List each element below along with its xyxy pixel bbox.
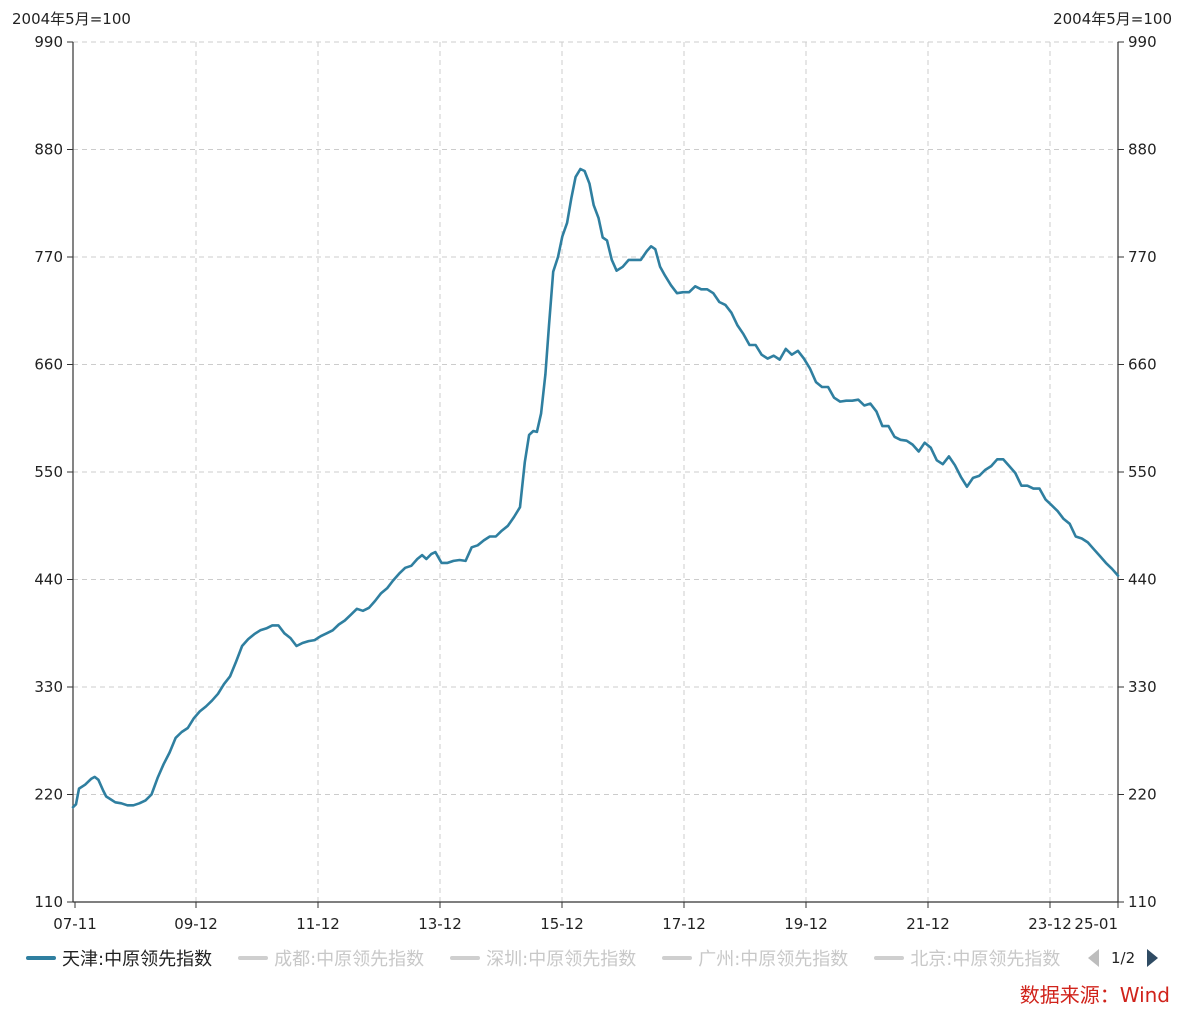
x-tick-label: 25-01	[1074, 915, 1118, 933]
line-chart: 110 220 330 440 550 660 770 880 990 110 220 330 440…	[34, 33, 1157, 933]
y-right-tick-label: 990	[1128, 33, 1157, 51]
legend-label-beijing: 北京:中原领先指数	[910, 949, 1061, 970]
legend-pager: 1/2	[1088, 944, 1159, 972]
legend: 天津:中原领先指数 成都:中原领先指数 深圳:中原领先指数 广州:中原领先指数 …	[26, 944, 1086, 972]
y-right-tick-label: 220	[1128, 786, 1157, 804]
x-tick-label: 09-12	[174, 915, 218, 933]
x-tick-label: 19-12	[784, 915, 828, 933]
y-right-tick-label: 440	[1128, 571, 1157, 589]
y-left-tick-label: 550	[34, 463, 63, 481]
legend-item-beijing[interactable]: 北京:中原领先指数	[874, 945, 1060, 971]
legend-item-guangzhou[interactable]: 广州:中原领先指数	[662, 945, 848, 971]
legend-swatch-shenzhen	[450, 956, 481, 960]
x-tick-label: 13-12	[418, 915, 462, 933]
legend-swatch-chengdu	[238, 956, 269, 960]
legend-swatch-guangzhou	[662, 956, 693, 960]
x-tick-label: 21-12	[906, 915, 950, 933]
x-tick-label: 15-12	[540, 915, 584, 933]
y-left-tick-label: 440	[34, 571, 63, 589]
legend-label-guangzhou: 广州:中原领先指数	[698, 949, 849, 970]
y-right-tick-label: 110	[1128, 893, 1157, 911]
legend-item-tianjin[interactable]: 天津:中原领先指数	[26, 945, 212, 971]
y-left-tick-label: 110	[34, 893, 63, 911]
series-line-tianjin	[71, 167, 1120, 809]
y-axis-right-ticks: 110 220 330 440 550 660 770 880 990	[1118, 33, 1157, 911]
y-left-tick-label: 660	[34, 356, 63, 374]
x-axis-ticks: 07-11 09-12 11-12 13-12 15-12 17-12 19-12 21-12…	[53, 902, 1119, 933]
x-tick-label: 11-12	[296, 915, 340, 933]
legend-item-shenzhen[interactable]: 深圳:中原领先指数	[450, 945, 636, 971]
y-right-tick-label: 330	[1128, 678, 1157, 696]
legend-label-tianjin: 天津:中原领先指数	[62, 949, 213, 970]
x-tick-label: 23-12	[1028, 915, 1072, 933]
y-left-tick-label: 330	[34, 678, 63, 696]
y-right-tick-label: 880	[1128, 141, 1157, 159]
y-left-tick-label: 770	[34, 248, 63, 266]
y-axis-left-ticks: 110 220 330 440 550 660 770 880 990	[34, 33, 73, 911]
x-tick-label: 07-11	[53, 915, 97, 933]
grid-lines	[73, 41, 1118, 902]
legend-label-chengdu: 成都:中原领先指数	[274, 949, 425, 970]
x-tick-label: 17-12	[662, 915, 706, 933]
legend-item-chengdu[interactable]: 成都:中原领先指数	[238, 945, 424, 971]
legend-label-shenzhen: 深圳:中原领先指数	[486, 949, 637, 970]
series-group	[71, 167, 1120, 809]
y-left-tick-label: 220	[34, 786, 63, 804]
y-left-tick-label: 880	[34, 141, 63, 159]
data-source-label: 数据来源：Wind	[1019, 983, 1170, 1007]
legend-swatch-tianjin	[26, 956, 56, 960]
y-right-tick-label: 660	[1128, 356, 1157, 374]
legend-next-page-icon[interactable]	[1147, 949, 1159, 967]
y-right-tick-label: 770	[1128, 248, 1157, 266]
y-left-tick-label: 990	[34, 33, 63, 51]
y-right-tick-label: 550	[1128, 463, 1157, 481]
y-axis-left-unit-label: 2004年5月=100	[12, 10, 131, 28]
y-axis-right-unit-label: 2004年5月=100	[1053, 10, 1172, 28]
legend-page-indicator: 1/2	[1111, 949, 1136, 967]
legend-swatch-beijing	[874, 956, 905, 960]
legend-prev-page-icon[interactable]	[1088, 949, 1099, 967]
